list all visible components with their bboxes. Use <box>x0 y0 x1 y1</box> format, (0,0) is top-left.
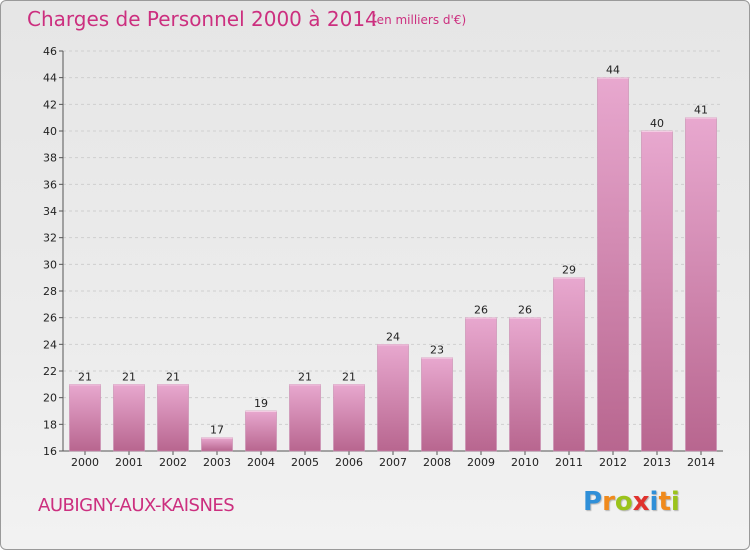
proxiti-logo: Proxiti <box>583 487 680 523</box>
bar-2002 <box>157 384 189 452</box>
bar-2011 <box>553 277 585 452</box>
x-tick-label-2011: 2011 <box>555 456 583 469</box>
x-tick-label-2010: 2010 <box>511 456 539 469</box>
logo-letter: P <box>583 487 603 517</box>
y-tick-label: 38 <box>43 152 57 165</box>
bar-2001 <box>113 384 145 452</box>
data-label-2014: 41 <box>694 104 708 117</box>
x-tick-label-2008: 2008 <box>423 456 451 469</box>
data-label-2013: 40 <box>650 117 664 130</box>
logo-letter: i <box>670 487 680 517</box>
x-tick-label-2006: 2006 <box>335 456 363 469</box>
bar-2004 <box>245 410 277 452</box>
data-label-2002: 21 <box>166 370 180 383</box>
x-tick-label-2003: 2003 <box>203 456 231 469</box>
bar-2005 <box>289 384 321 452</box>
data-label-2008: 23 <box>430 344 444 357</box>
x-tick-label-2004: 2004 <box>247 456 275 469</box>
bars <box>69 77 717 452</box>
y-tick-label: 18 <box>43 418 57 431</box>
x-tick-label-2012: 2012 <box>599 456 627 469</box>
data-label-2003: 17 <box>210 424 224 437</box>
y-tick-label: 22 <box>43 365 57 378</box>
x-tick-label-2000: 2000 <box>71 456 99 469</box>
x-tick-label-2013: 2013 <box>643 456 671 469</box>
data-label-2001: 21 <box>122 370 136 383</box>
bar-2007 <box>377 344 409 452</box>
bar-2006 <box>333 384 365 452</box>
data-label-2011: 29 <box>562 264 576 277</box>
x-tick-label-2007: 2007 <box>379 456 407 469</box>
y-tick-label: 30 <box>43 258 57 271</box>
data-label-2009: 26 <box>474 304 488 317</box>
y-tick-label: 32 <box>43 232 57 245</box>
y-tick-label: 28 <box>43 285 57 298</box>
x-tick-label-2002: 2002 <box>159 456 187 469</box>
logo-letter: o <box>614 487 633 517</box>
logo-letter: i <box>649 487 659 517</box>
data-label-2010: 26 <box>518 304 532 317</box>
bar-2000 <box>69 384 101 452</box>
data-label-2004: 19 <box>254 397 268 410</box>
x-tick-label-2009: 2009 <box>467 456 495 469</box>
y-tick-label: 36 <box>43 178 57 191</box>
x-tick-label-2014: 2014 <box>687 456 715 469</box>
y-tick-label: 16 <box>43 445 57 458</box>
y-tick-label: 34 <box>43 205 57 218</box>
bar-2012 <box>597 77 629 452</box>
data-label-2000: 21 <box>78 370 92 383</box>
y-tick-label: 44 <box>43 72 57 85</box>
bar-2014 <box>685 117 717 452</box>
data-labels: 21 21 21 17 19 21 21 24 23 26 26 29 44 40 41 <box>78 64 708 437</box>
chart-unit-note: (en milliers d'€) <box>372 13 467 27</box>
bar-2010 <box>509 317 541 452</box>
bar-2008 <box>421 357 453 452</box>
y-tick-label: 42 <box>43 98 57 111</box>
data-label-2005: 21 <box>298 370 312 383</box>
logo-letter: t <box>658 487 671 517</box>
data-label-2007: 24 <box>386 330 400 343</box>
commune-name: AUBIGNY-AUX-KAISNES <box>38 495 235 516</box>
y-tick-label: 40 <box>43 125 57 138</box>
logo-letter: r <box>602 487 615 517</box>
bar-2013 <box>641 130 673 452</box>
data-label-2012: 44 <box>606 64 620 77</box>
chart-title: Charges de Personnel 2000 à 2014 <box>27 7 378 31</box>
y-tick-label: 20 <box>43 392 57 405</box>
x-tick-label-2005: 2005 <box>291 456 319 469</box>
y-tick-label: 24 <box>43 338 57 351</box>
x-tick-label-2001: 2001 <box>115 456 143 469</box>
y-tick-label: 46 <box>43 45 57 58</box>
bar-2003 <box>201 437 233 452</box>
y-tick-label: 26 <box>43 312 57 325</box>
logo-letter: x <box>632 487 650 517</box>
bar-2009 <box>465 317 497 452</box>
data-label-2006: 21 <box>342 370 356 383</box>
